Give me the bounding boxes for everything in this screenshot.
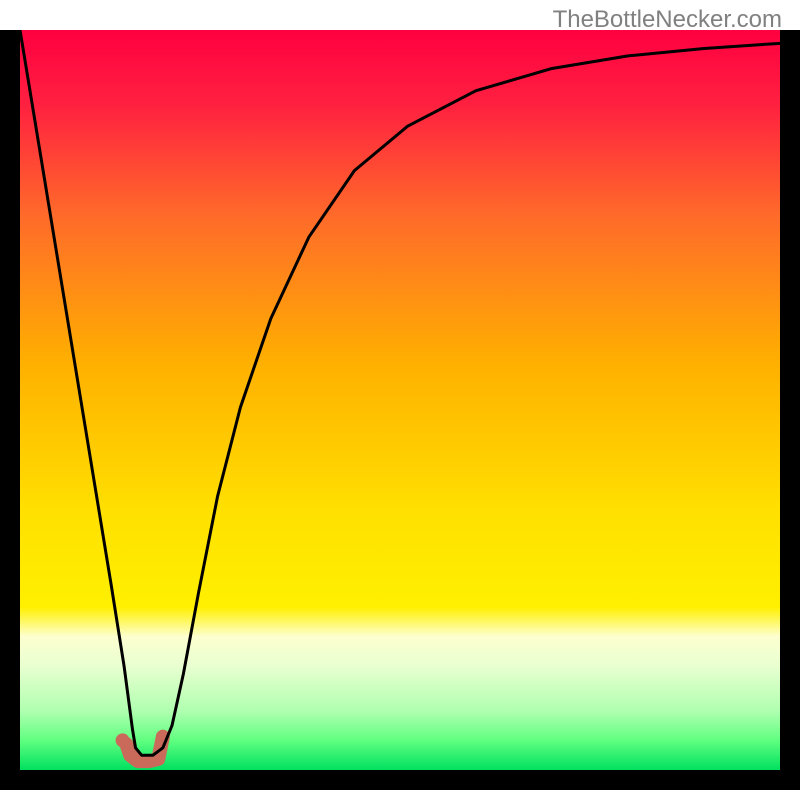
frame-bottom bbox=[0, 770, 800, 790]
frame-right bbox=[780, 30, 800, 790]
dip-marker-dot bbox=[116, 733, 130, 747]
watermark-text: TheBottleNecker.com bbox=[553, 6, 782, 34]
plot-background bbox=[20, 30, 780, 770]
bottleneck-chart bbox=[0, 0, 800, 800]
frame-left bbox=[0, 30, 20, 790]
chart-container: TheBottleNecker.com bbox=[0, 0, 800, 800]
